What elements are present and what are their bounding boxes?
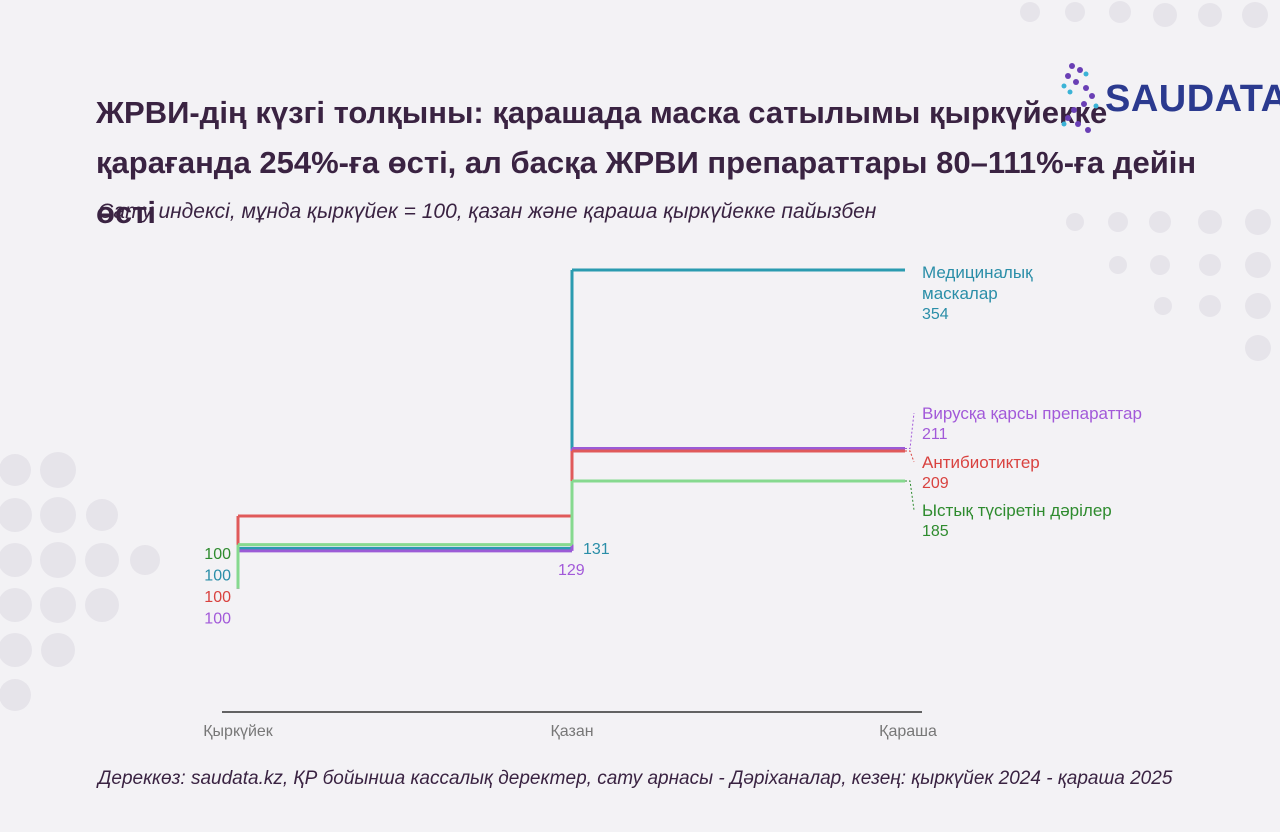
series-name: Ыстық түсіретін дәрілер [922,501,1112,520]
label-leader [905,412,915,450]
value-label: 100 [204,568,231,585]
label-leader [905,450,915,463]
source-note: Дереккөз: saudata.kz, ҚР бойынша кассалы… [98,768,1173,789]
value-label: 185 [922,523,949,540]
chart-subtitle: Сату индексі, мұнда қыркүйек = 100, қаза… [98,200,877,223]
logo-text: SAUDATA [1105,78,1280,120]
series-name: Вирусқа қарсы препараттар [922,404,1142,423]
series-label: Вирусқа қарсы препараттар 211 [922,403,1182,445]
series-name: Антибиотиктер [922,453,1040,472]
value-label: 100 [204,589,231,606]
series-label: Медициналық маскалар 354 [922,262,1033,325]
logo-mark [1061,63,1099,133]
value-label: 100 [204,611,231,628]
label-leader [905,480,915,511]
x-tick-label: Қыркүйек [203,723,274,740]
series-label: Антибиотиктер 209 [922,452,1182,494]
x-tick-label: Қараша [879,723,937,740]
value-label: 131 [583,541,610,558]
value-label: 100 [204,546,231,563]
value-label: 354 [922,306,949,323]
value-label: 209 [922,475,949,492]
series-name: Медициналық маскалар [922,263,1033,303]
value-label: 211 [922,426,948,443]
chart-title: ЖРВИ-дің күзгі толқыны: қарашада маска с… [96,95,1197,230]
x-tick-label: Қазан [550,723,593,740]
value-label: 129 [558,562,585,579]
series-label: Ыстық түсіретін дәрілер 185 [922,500,1182,542]
